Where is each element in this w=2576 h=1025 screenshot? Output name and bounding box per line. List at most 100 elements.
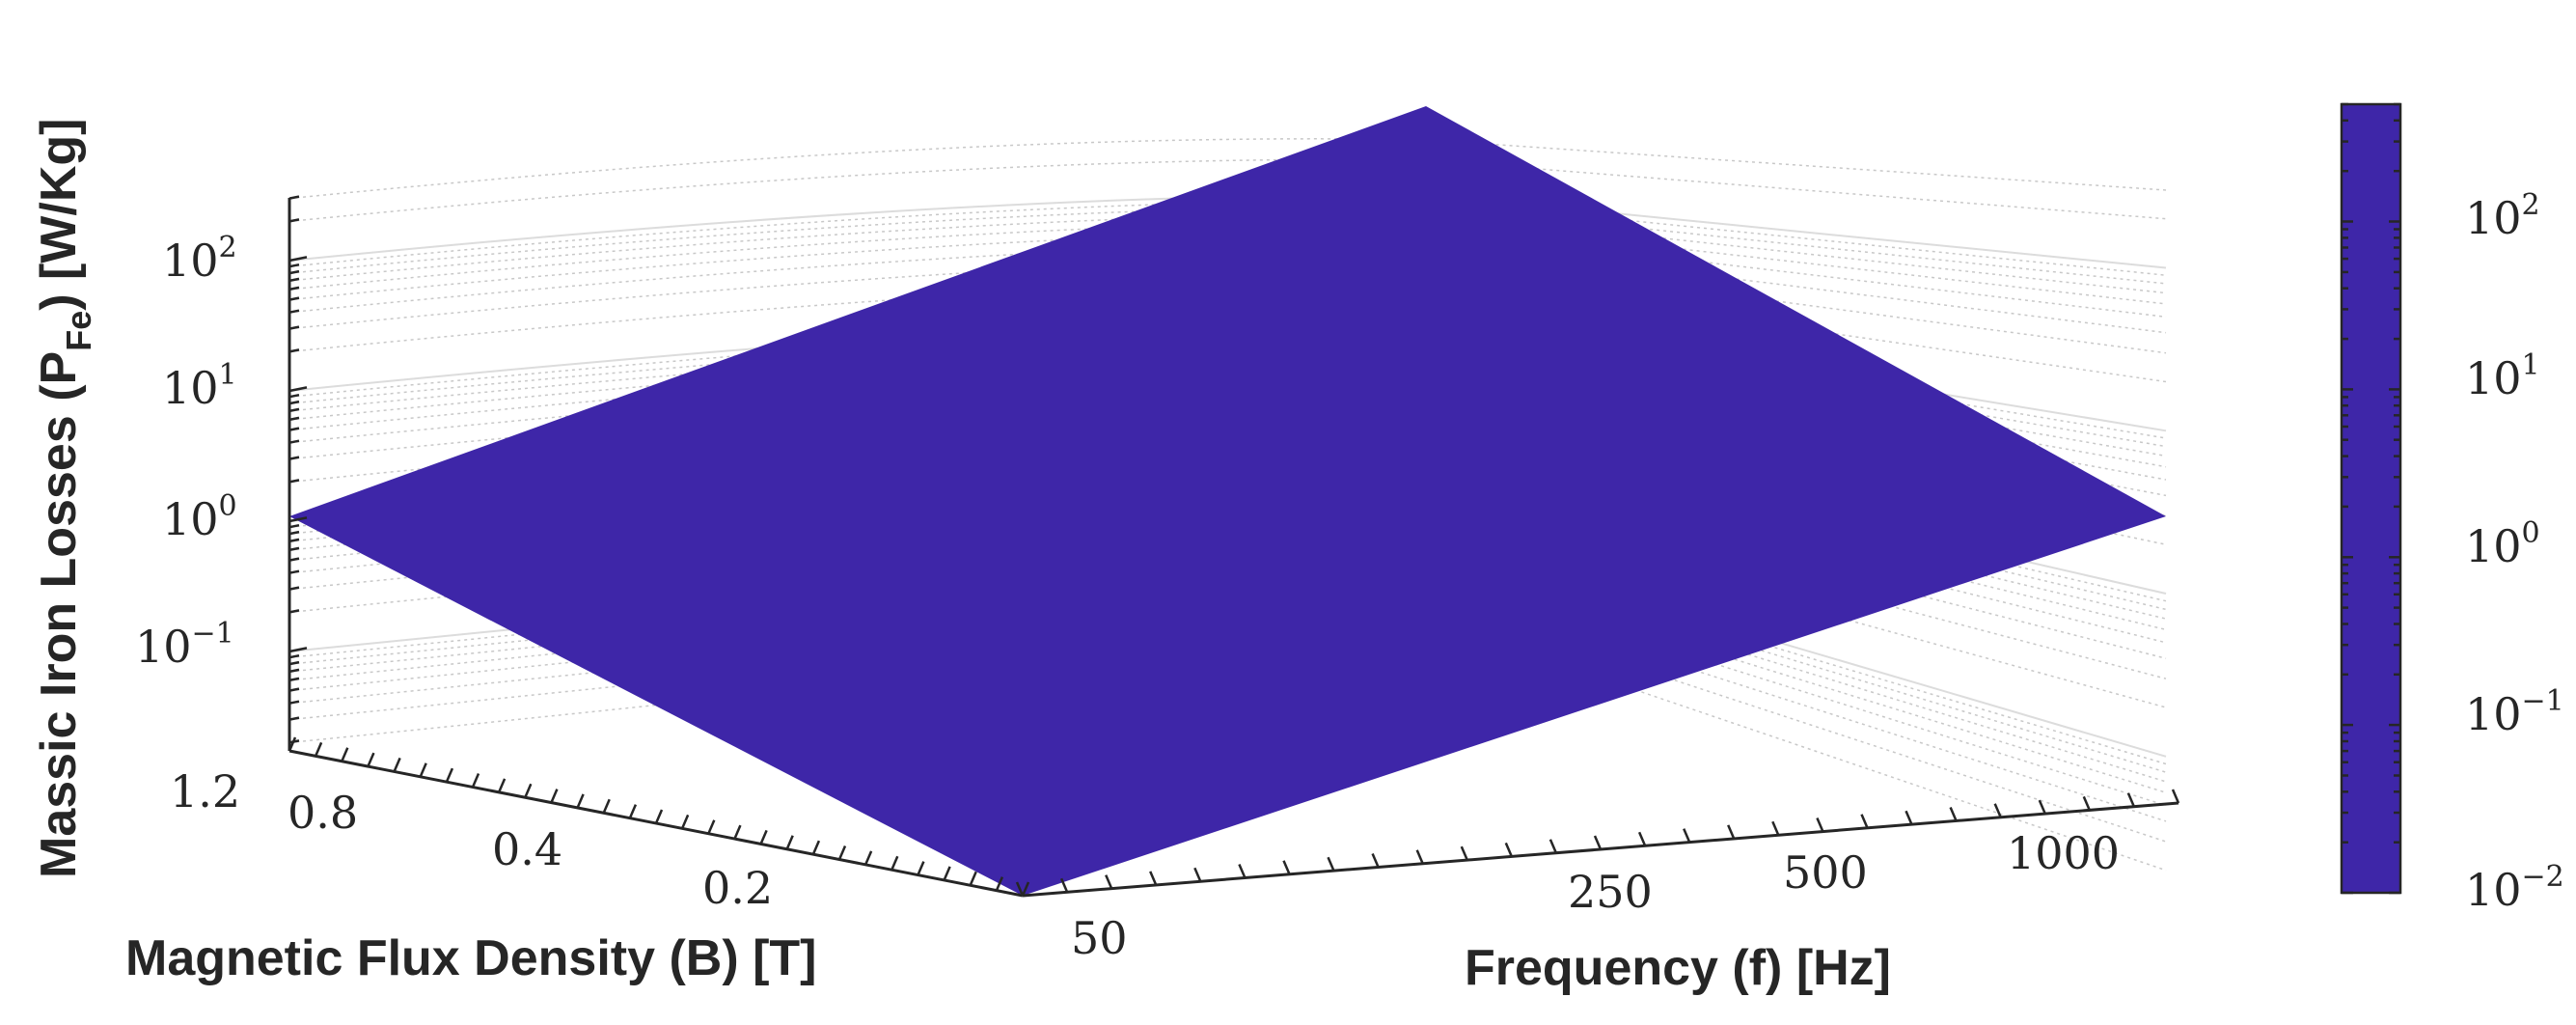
z-axis-title: Massic Iron Losses (PFe) [W/Kg] bbox=[31, 119, 98, 878]
y-tick-mark bbox=[288, 736, 297, 752]
x-tick-mark bbox=[1460, 845, 1468, 861]
grid-line bbox=[288, 138, 2167, 200]
z-tick-mark bbox=[288, 660, 300, 666]
x-tick-label: 50 bbox=[1071, 912, 1128, 964]
x-tick-mark bbox=[1993, 803, 2002, 818]
loss-surface bbox=[289, 106, 2166, 896]
y-tick-mark bbox=[628, 804, 638, 819]
y-tick-mark bbox=[995, 876, 1004, 892]
x-tick-mark bbox=[1327, 856, 1335, 872]
z-tick-mark bbox=[288, 195, 300, 200]
x-tick-mark bbox=[2171, 789, 2180, 804]
y-tick-mark bbox=[680, 814, 690, 829]
y-tick-mark bbox=[445, 767, 454, 783]
x-tick-mark bbox=[1637, 831, 1647, 846]
z-tick-mark bbox=[288, 516, 308, 523]
x-tick-label: 250 bbox=[1568, 866, 1653, 918]
x-tick-mark bbox=[1015, 881, 1025, 897]
x-tick-mark bbox=[1371, 853, 1380, 868]
x-tick-mark bbox=[1059, 877, 1069, 893]
z-tick-mark bbox=[288, 523, 300, 529]
z-tick-mark bbox=[288, 569, 300, 574]
z-tick-label: 100 bbox=[162, 489, 237, 545]
x-tick-label: 1000 bbox=[2007, 827, 2120, 879]
svg-text:101: 101 bbox=[2465, 348, 2540, 404]
y-tick-mark bbox=[471, 773, 480, 788]
x-tick-mark bbox=[1593, 835, 1603, 850]
z-tick-mark bbox=[288, 687, 300, 692]
y-tick-mark bbox=[419, 762, 427, 778]
y-tick-mark bbox=[891, 855, 899, 871]
y-tick-mark bbox=[863, 850, 873, 866]
x-tick-mark bbox=[1282, 860, 1291, 875]
y-tick-mark bbox=[1021, 881, 1030, 897]
svg-text:102: 102 bbox=[2465, 188, 2540, 244]
x-tick-mark bbox=[1238, 864, 1247, 878]
y-tick-mark bbox=[654, 809, 664, 824]
y-tick-label: 0.4 bbox=[492, 823, 562, 875]
y-tick-mark bbox=[943, 866, 951, 881]
z-tick-mark bbox=[288, 439, 300, 444]
colorbar-tick-label: 101 bbox=[2465, 348, 2540, 404]
colorbar-ticks bbox=[2342, 102, 2400, 895]
z-tick-mark bbox=[288, 386, 308, 393]
z-tick-label: 102 bbox=[162, 231, 237, 287]
z-tick-mark bbox=[288, 416, 300, 422]
z-tick-mark bbox=[288, 263, 300, 268]
z-tick-label: 10−1 bbox=[135, 617, 234, 673]
x-tick-label: 500 bbox=[1783, 846, 1868, 899]
z-tick-mark bbox=[288, 400, 300, 405]
z-tick-mark bbox=[288, 700, 300, 705]
z-tick-mark bbox=[288, 309, 300, 314]
svg-text:10−1: 10−1 bbox=[2465, 684, 2564, 740]
z-tick-label: 101 bbox=[162, 358, 237, 414]
z-tick-mark bbox=[288, 325, 300, 330]
z-tick-mark bbox=[288, 296, 300, 301]
x-tick-mark bbox=[2082, 795, 2091, 811]
y-tick-mark bbox=[393, 757, 401, 772]
x-tick-mark bbox=[2126, 792, 2136, 808]
z-tick-mark bbox=[288, 427, 300, 431]
svg-text:100: 100 bbox=[2465, 516, 2540, 572]
x-tick-mark bbox=[2038, 799, 2046, 815]
y-tick-mark bbox=[707, 819, 716, 835]
y-axis-title: Magnetic Flux Density (B) [T] bbox=[125, 930, 816, 986]
y-tick-mark bbox=[733, 824, 742, 840]
y-tick-mark bbox=[759, 829, 768, 845]
y-tick-mark bbox=[497, 778, 507, 793]
svg-text:101: 101 bbox=[162, 358, 237, 414]
colorbar bbox=[2340, 102, 2402, 895]
y-tick-mark bbox=[576, 793, 585, 809]
y-tick-label: 1.2 bbox=[170, 765, 240, 817]
x-tick-mark bbox=[1905, 810, 1913, 825]
y-tick-mark bbox=[917, 861, 925, 876]
z-tick-mark bbox=[288, 456, 300, 460]
z-tick-mark bbox=[288, 407, 300, 413]
z-tick-mark bbox=[288, 586, 300, 591]
x-tick-mark bbox=[1727, 824, 1736, 840]
z-tick-mark bbox=[288, 557, 300, 562]
colorbar-tick-label: 10−1 bbox=[2465, 684, 2564, 740]
y-tick-mark bbox=[811, 840, 821, 855]
z-tick-mark bbox=[288, 256, 308, 263]
x-tick-mark bbox=[1683, 828, 1691, 844]
svg-text:102: 102 bbox=[162, 231, 237, 287]
x-tick-mark bbox=[1415, 849, 1424, 865]
colorbar-tick-label: 102 bbox=[2465, 188, 2540, 244]
x-tick-mark bbox=[1949, 807, 1958, 821]
y-tick-label: 0.8 bbox=[288, 787, 358, 839]
svg-text:10−2: 10−2 bbox=[2465, 860, 2564, 916]
x-tick-mark bbox=[1816, 817, 1824, 832]
x-tick-mark bbox=[1771, 820, 1780, 836]
z-tick-mark bbox=[288, 286, 300, 291]
z-tick-mark bbox=[288, 479, 300, 484]
z-tick-mark bbox=[288, 348, 300, 353]
y-tick-mark bbox=[837, 845, 847, 860]
y-tick-mark bbox=[367, 752, 375, 767]
x-tick-mark bbox=[1504, 842, 1513, 857]
x-tick-mark bbox=[1105, 874, 1113, 890]
x-axis-title: Frequency (f) [Hz] bbox=[1465, 940, 1891, 996]
z-tick-mark bbox=[288, 653, 300, 659]
x-tick-mark bbox=[1548, 839, 1558, 854]
